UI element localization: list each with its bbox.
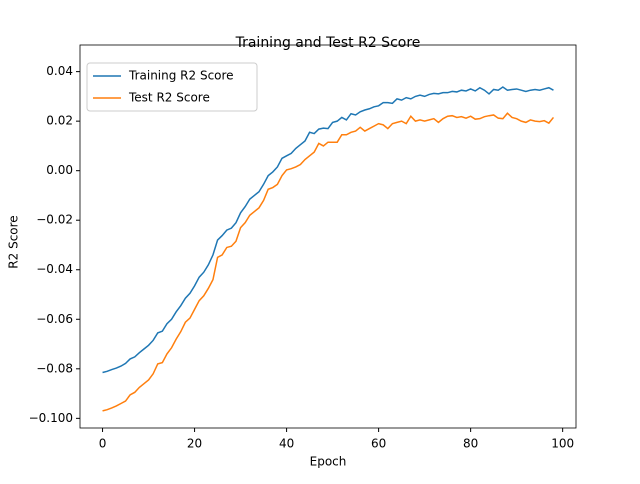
y-tick-label: −0.100 (29, 411, 73, 425)
y-tick-label: −0.04 (36, 262, 73, 276)
data-line (102, 86, 554, 374)
y-tick-label: −0.08 (36, 361, 73, 375)
plot-frame (79, 44, 577, 429)
x-tick-label: 0 (99, 437, 107, 451)
chart-title: Training and Test R2 Score (235, 35, 421, 51)
y-tick-label: −0.02 (36, 213, 73, 227)
legend-label: Test R2 Score (128, 91, 210, 105)
data-line (102, 112, 555, 412)
y-axis-label: R2 Score (7, 215, 21, 268)
x-tick-label: 40 (279, 437, 294, 451)
x-axis-label: Epoch (310, 455, 347, 469)
y-tick-label: −0.06 (36, 312, 73, 326)
legend-label: Training R2 Score (128, 69, 234, 83)
y-tick-label: 0.00 (46, 163, 73, 177)
legend-box (86, 62, 258, 112)
y-tick-label: 0.02 (46, 114, 73, 128)
x-tick-label: 100 (551, 437, 574, 451)
x-tick-label: 60 (371, 437, 386, 451)
x-tick-label: 20 (187, 437, 202, 451)
y-tick-label: 0.04 (46, 64, 73, 78)
x-tick-label: 80 (463, 437, 478, 451)
